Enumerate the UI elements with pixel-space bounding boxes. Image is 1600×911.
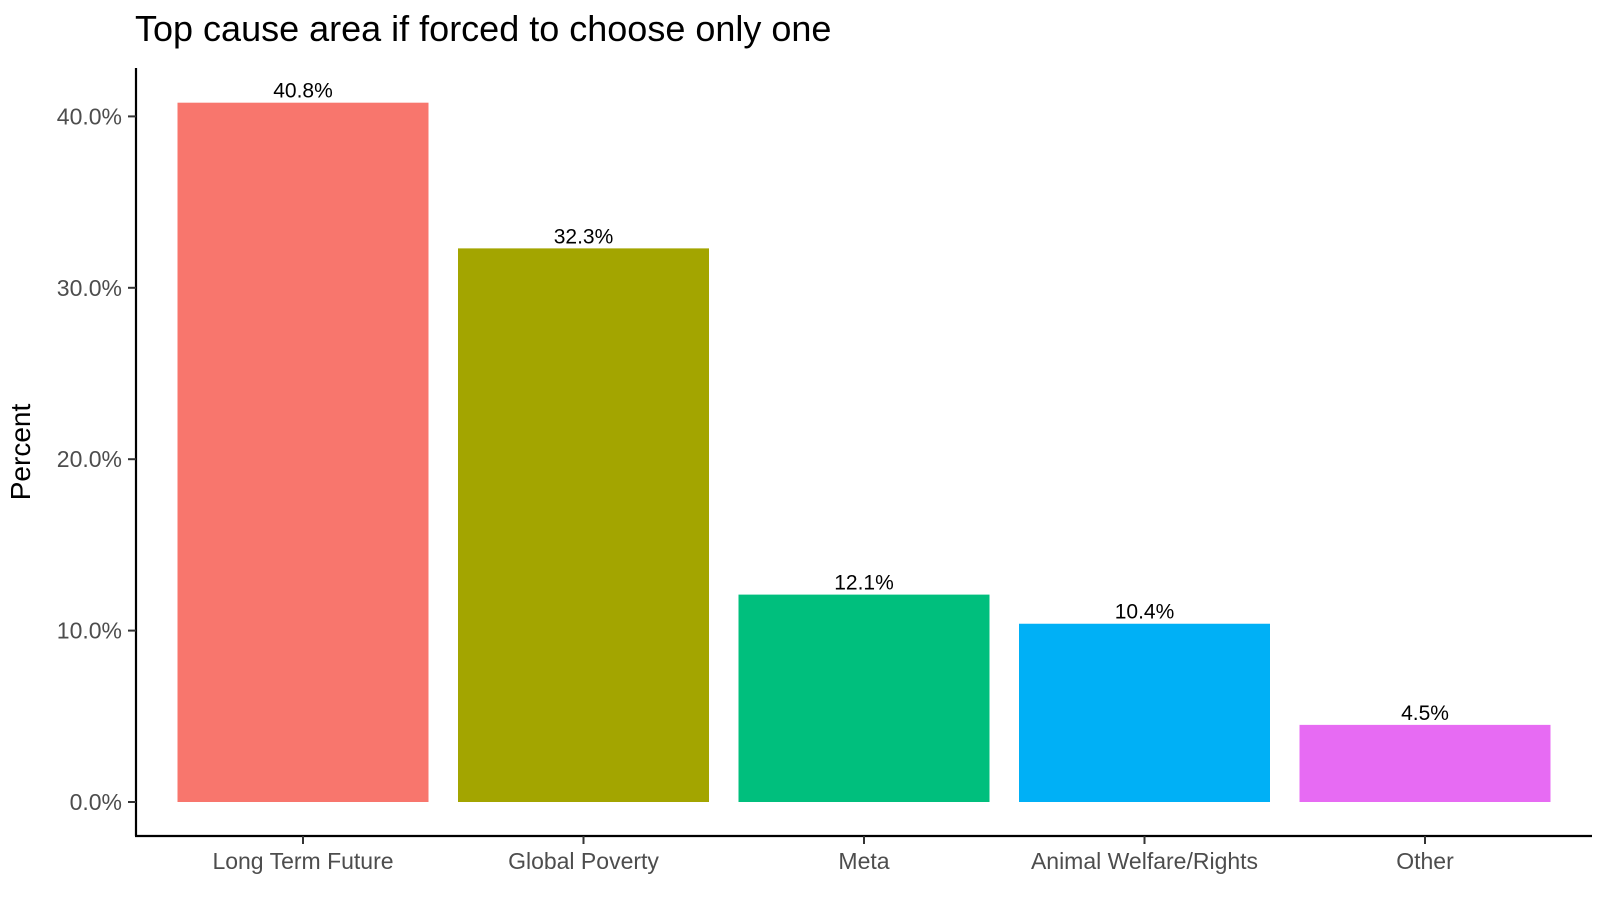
- data-labels-group: 40.8% 32.3% 12.1% 10.4% 4.5%: [273, 80, 1449, 725]
- bar: [1019, 623, 1270, 802]
- x-axis: Long Term Future Global Poverty Meta Animal…: [135, 834, 1592, 874]
- y-axis-label: Percent: [5, 404, 36, 501]
- x-tick-label: Animal Welfare/Rights: [1031, 848, 1258, 874]
- y-tick-label: 20.0%: [57, 446, 122, 472]
- x-tick-label: Meta: [838, 848, 889, 874]
- bar: [1299, 724, 1551, 802]
- y-tick-label: 40.0%: [57, 103, 122, 129]
- chart-title: Top cause area if forced to choose only …: [135, 8, 831, 49]
- y-tick-label: 10.0%: [57, 618, 122, 644]
- data-label: 12.1%: [834, 572, 894, 595]
- data-label: 10.4%: [1115, 601, 1175, 624]
- bar: [458, 248, 709, 803]
- data-label: 4.5%: [1401, 702, 1449, 725]
- data-label: 40.8%: [273, 80, 333, 103]
- x-tick-label: Long Term Future: [212, 848, 393, 874]
- data-label: 32.3%: [554, 225, 614, 248]
- bars-group: [177, 102, 1551, 803]
- y-tick-label: 30.0%: [57, 275, 122, 301]
- y-tick-label: 0.0%: [70, 789, 122, 815]
- bar: [738, 594, 990, 802]
- bar: [177, 102, 429, 803]
- y-axis: 0.0% 10.0% 20.0% 30.0% 40.0%: [57, 68, 138, 836]
- x-tick-label: Global Poverty: [508, 848, 659, 874]
- x-tick-label: Other: [1396, 848, 1454, 874]
